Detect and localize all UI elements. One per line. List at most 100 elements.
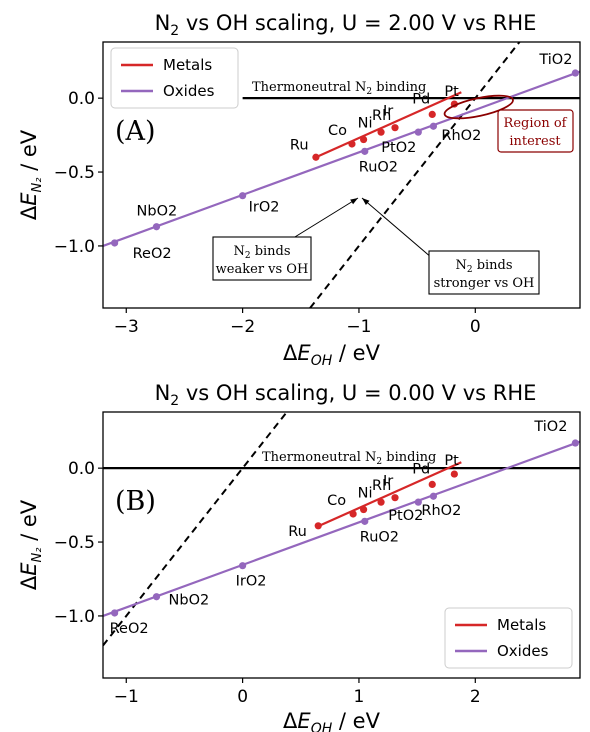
y-axis-label-unit: / eV <box>17 129 41 177</box>
chart-title: N2 vs OH scaling, U = 2.00 V vs RHE <box>155 11 537 39</box>
x-axis-label-main: E <box>297 709 311 732</box>
point-label-ni: Ni <box>358 486 373 502</box>
chart-title-part: vs OH scaling, U = 2.00 V vs RHE <box>179 11 536 35</box>
thermoneutral-label-part: binding <box>382 450 436 465</box>
x-tick-label: −3 <box>114 317 139 337</box>
x-axis-label-unit: / eV <box>332 709 380 732</box>
series-fit-line-metals <box>315 461 462 529</box>
data-point-nbo2 <box>152 223 161 231</box>
data-point-pd <box>428 110 436 119</box>
plot-frame <box>102 41 581 309</box>
point-label-rh: Rh <box>372 108 391 124</box>
data-point-pto2 <box>414 128 422 136</box>
x-tick-label: 0 <box>470 317 481 337</box>
y-tick-label: −1.0 <box>54 607 95 627</box>
arrow-stronger <box>361 197 433 259</box>
y-tick-label: 0.0 <box>68 89 95 109</box>
weaker-label-part: N <box>233 244 244 259</box>
y-axis-label: ΔEN₂ / eV <box>17 129 45 220</box>
point-label-pto2: PtO2 <box>388 508 423 524</box>
point-label-ruo2: RuO2 <box>359 159 398 175</box>
legend-box <box>110 47 239 109</box>
x-tick-label: −1 <box>346 317 371 337</box>
chart-title-part: N <box>155 381 171 405</box>
legend-label-metals: Metals <box>163 56 212 74</box>
parity-dashed-line <box>103 412 288 647</box>
weaker-label-subscript: 2 <box>245 251 251 261</box>
y-axis-label-unit: / eV <box>17 499 41 547</box>
stronger-label-part: N <box>455 258 466 273</box>
x-tick-label: 2 <box>470 687 481 707</box>
data-point-pd <box>428 480 436 489</box>
data-point-reo2 <box>111 609 119 617</box>
weaker-label-line1: N2 binds <box>233 244 290 261</box>
y-axis-label-delta: Δ <box>17 205 41 220</box>
x-axis-label-main: E <box>297 341 311 365</box>
stronger-label-line2: stronger vs OH <box>434 276 535 291</box>
x-axis-label-delta: Δ <box>283 709 298 732</box>
point-label-pd: Pd <box>412 461 430 477</box>
panel-label: (A) <box>115 116 156 147</box>
series-fit-line-oxides <box>103 440 580 617</box>
x-tick-label: −2 <box>230 317 255 337</box>
point-label-reo2: ReO2 <box>110 621 149 637</box>
parity-dashed-line <box>309 42 521 308</box>
panel-b: N2 vs OH scaling, U = 0.00 V vs RHETherm… <box>17 381 581 732</box>
chart-title-subscript: 2 <box>170 393 179 409</box>
data-point-ruo2 <box>361 147 369 155</box>
region-box <box>497 109 574 153</box>
point-label-ru: Ru <box>288 524 307 540</box>
data-point-iro2 <box>239 192 247 200</box>
y-tick-label: −0.5 <box>54 163 95 183</box>
point-label-tio2: TiO2 <box>533 419 567 435</box>
y-tick-label: 0.0 <box>68 459 95 479</box>
point-label-co: Co <box>327 493 346 509</box>
point-label-rho2: RhO2 <box>421 503 461 519</box>
series-fit-line-oxides <box>103 70 580 247</box>
data-point-ni <box>360 505 368 514</box>
point-label-nbo2: NbO2 <box>137 204 178 220</box>
y-axis-label-main: E <box>17 192 41 206</box>
x-axis-label: ΔEOH / eV <box>283 341 381 369</box>
point-label-reo2: ReO2 <box>133 246 172 262</box>
point-label-co: Co <box>328 123 347 139</box>
point-label-iro2: IrO2 <box>236 574 267 590</box>
thermoneutral-label: Thermoneutral N2 binding <box>262 450 436 467</box>
y-axis-label-subscript: N₂ <box>30 548 45 563</box>
arrow-weaker <box>289 197 359 241</box>
point-label-pd: Pd <box>412 91 430 107</box>
panel-a: N2 vs OH scaling, U = 2.00 V vs RHETherm… <box>17 11 581 369</box>
series-fit-line-metals <box>315 91 462 159</box>
data-point-ruo2 <box>361 517 369 525</box>
point-label-iro2: IrO2 <box>249 200 280 216</box>
x-tick-label: −1 <box>114 687 139 707</box>
region-label-line1: Region of <box>504 116 568 131</box>
data-point-co <box>349 510 357 518</box>
thermoneutral-label-subscript: 2 <box>376 457 382 467</box>
chart-title-part: N <box>155 11 171 35</box>
point-label-ir: Ir <box>383 104 393 120</box>
data-point-iro2 <box>239 562 247 570</box>
legend-label-oxides: Oxides <box>163 82 215 100</box>
y-axis-label: ΔEN₂ / eV <box>17 499 45 590</box>
x-axis-label-unit: / eV <box>332 341 380 365</box>
x-axis-label: ΔEOH / eV <box>283 709 381 732</box>
data-point-rh <box>377 128 385 136</box>
y-axis-label-main: E <box>17 562 41 576</box>
data-point-rho2 <box>429 492 438 500</box>
point-label-pt: Pt <box>444 84 459 100</box>
y-tick-label: −0.5 <box>54 533 95 553</box>
point-label-rho2: RhO2 <box>441 128 481 144</box>
thermoneutral-label: Thermoneutral N2 binding <box>252 80 426 97</box>
data-point-ir <box>391 494 399 502</box>
x-tick-label: 0 <box>237 687 248 707</box>
legend-label-oxides: Oxides <box>497 642 549 660</box>
y-tick-label: −1.0 <box>54 237 95 257</box>
legend: Metals Oxides <box>444 607 573 669</box>
stronger-label-line1: N2 binds <box>455 258 512 275</box>
point-label-ir: Ir <box>383 474 393 490</box>
data-point-reo2 <box>111 239 119 247</box>
weaker-box <box>212 236 312 281</box>
point-label-ni: Ni <box>358 116 373 132</box>
